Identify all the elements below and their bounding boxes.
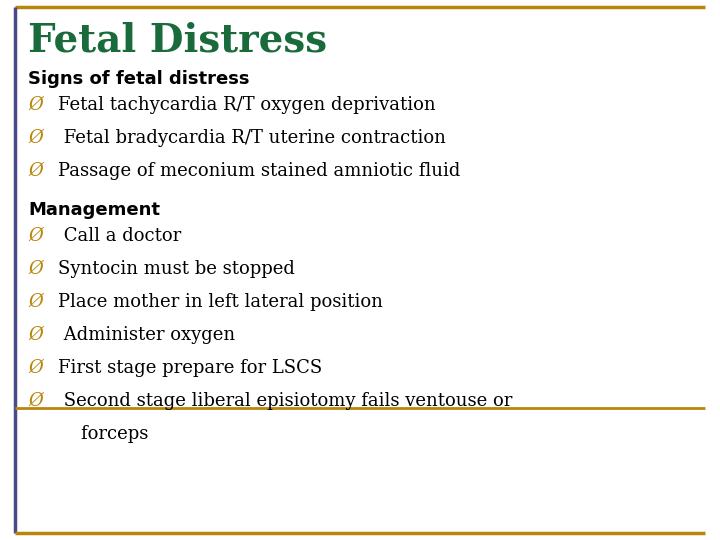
Text: Place mother in left lateral position: Place mother in left lateral position [58, 293, 383, 311]
Text: Second stage liberal episiotomy fails ventouse or: Second stage liberal episiotomy fails ve… [58, 392, 513, 410]
Text: Passage of meconium stained amniotic fluid: Passage of meconium stained amniotic flu… [58, 162, 460, 180]
Text: Ø: Ø [28, 359, 42, 377]
Text: Management: Management [28, 201, 160, 219]
Text: Ø: Ø [28, 162, 42, 180]
Text: Signs of fetal distress: Signs of fetal distress [28, 70, 250, 88]
Text: Fetal tachycardia R/T oxygen deprivation: Fetal tachycardia R/T oxygen deprivation [58, 96, 436, 114]
Text: First stage prepare for LSCS: First stage prepare for LSCS [58, 359, 323, 377]
Text: Ø: Ø [28, 326, 42, 344]
Text: Fetal bradycardia R/T uterine contraction: Fetal bradycardia R/T uterine contractio… [58, 129, 446, 147]
Text: Administer oxygen: Administer oxygen [58, 326, 235, 344]
Text: forceps: forceps [58, 425, 148, 443]
Text: Call a doctor: Call a doctor [58, 227, 181, 245]
Text: Ø: Ø [28, 392, 42, 410]
Text: Ø: Ø [28, 96, 42, 114]
Text: Ø: Ø [28, 129, 42, 147]
Text: Syntocin must be stopped: Syntocin must be stopped [58, 260, 295, 278]
Text: Ø: Ø [28, 260, 42, 278]
Text: Fetal Distress: Fetal Distress [28, 22, 327, 60]
Text: Ø: Ø [28, 293, 42, 311]
Text: Ø: Ø [28, 227, 42, 245]
